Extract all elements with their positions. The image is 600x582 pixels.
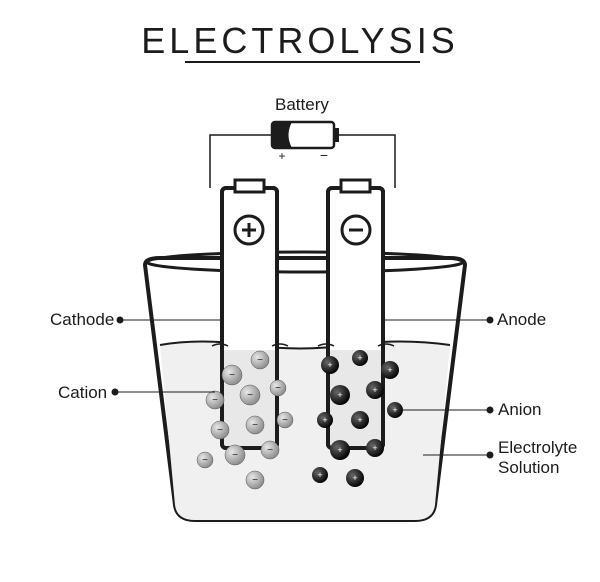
- svg-text:−: −: [232, 450, 238, 461]
- svg-text:−: −: [267, 445, 273, 456]
- beaker: [145, 252, 465, 520]
- svg-text:+: +: [327, 360, 332, 370]
- svg-text:−: −: [229, 370, 235, 381]
- svg-text:−: −: [252, 420, 258, 431]
- svg-text:+: +: [392, 405, 397, 415]
- svg-text:+: +: [352, 473, 357, 483]
- svg-text:+: +: [322, 415, 327, 425]
- svg-text:+: +: [357, 415, 362, 425]
- svg-text:+: +: [357, 353, 362, 363]
- svg-text:+: +: [337, 445, 342, 455]
- svg-text:+: +: [372, 443, 377, 453]
- svg-text:−: −: [247, 390, 253, 401]
- svg-text:−: −: [282, 415, 288, 426]
- svg-text:+: +: [337, 390, 342, 400]
- battery-icon: + −: [272, 122, 339, 163]
- cathode-electrode: [212, 180, 288, 448]
- svg-text:+: +: [278, 149, 285, 163]
- svg-text:−: −: [202, 455, 208, 466]
- svg-text:+: +: [372, 385, 377, 395]
- svg-text:−: −: [212, 395, 218, 406]
- svg-text:−: −: [217, 425, 223, 436]
- svg-text:+: +: [387, 365, 392, 375]
- svg-text:−: −: [320, 147, 328, 163]
- svg-text:+: +: [317, 470, 322, 480]
- anode-electrode: [318, 180, 394, 448]
- svg-text:−: −: [252, 475, 258, 486]
- svg-text:−: −: [275, 383, 281, 394]
- electrolysis-diagram: + − − − − − − − − − − − − − + + + + + +: [0, 0, 600, 582]
- svg-text:−: −: [257, 355, 263, 366]
